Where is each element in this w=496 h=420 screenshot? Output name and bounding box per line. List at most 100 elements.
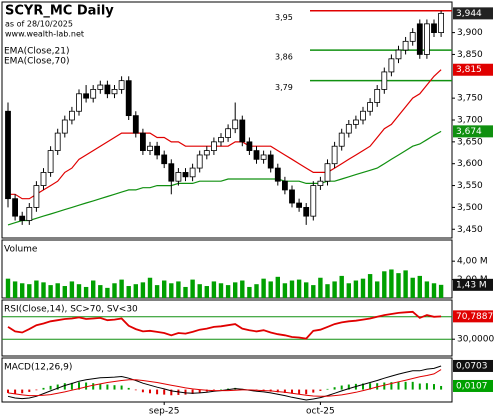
candle-body <box>161 154 168 165</box>
volume-bar <box>424 281 430 298</box>
macd-line <box>7 369 442 397</box>
panel-frame <box>1 299 453 357</box>
subtitle: as of 28/10/2025 <box>5 20 73 29</box>
candle-body <box>367 102 374 112</box>
candle-body <box>125 80 132 117</box>
candle-body <box>253 150 260 160</box>
volume-bar <box>296 279 302 298</box>
candle-body <box>97 84 104 90</box>
volume-bar <box>41 282 46 298</box>
histogram-bar <box>220 389 222 391</box>
volume-bar <box>133 284 138 298</box>
candle-body <box>147 145 153 151</box>
rsi-line <box>7 310 442 340</box>
y-tick-label: 3,500 <box>457 203 483 213</box>
volume-bar <box>112 283 117 298</box>
candle-body <box>154 145 161 156</box>
histogram-bar <box>369 383 372 390</box>
histogram-bar <box>92 383 95 390</box>
histogram-bar <box>411 381 414 390</box>
volume-bar <box>5 278 11 298</box>
panel-title: MACD(12,26,9) <box>4 363 72 373</box>
volume-bar <box>190 279 195 298</box>
volume-bar <box>339 275 344 298</box>
candle-body <box>69 110 75 121</box>
candle-body <box>360 110 366 121</box>
histogram-bar <box>347 384 350 390</box>
value-badge-label: 3,815 <box>456 65 482 75</box>
volume-bar <box>126 286 131 298</box>
candle-body <box>409 32 416 42</box>
histogram-bar <box>141 389 144 393</box>
volume-bar <box>389 269 394 298</box>
histogram-bar <box>312 389 315 393</box>
histogram-bar <box>362 383 364 390</box>
candle-body <box>431 23 437 33</box>
histogram-bar <box>333 387 336 390</box>
volume-bar <box>304 282 309 298</box>
candle-body <box>118 80 125 90</box>
volume-bar <box>105 287 110 298</box>
histogram-bar <box>170 389 173 396</box>
volume-bar <box>197 284 202 298</box>
histogram-bar <box>163 389 166 395</box>
volume-bar <box>367 274 373 298</box>
volume-bar <box>332 281 337 298</box>
candle-body <box>196 154 203 169</box>
panel-title: Volume <box>4 245 38 255</box>
volume-bar <box>247 286 252 298</box>
histogram-bar <box>28 389 31 392</box>
volume-bar <box>311 285 316 298</box>
histogram-bar <box>14 389 17 394</box>
candle-body <box>19 215 26 221</box>
volume-bar <box>346 283 351 298</box>
volume-bar <box>162 280 167 298</box>
histogram-bar <box>99 383 102 390</box>
candle-body <box>203 150 210 156</box>
candle-body <box>296 202 303 208</box>
histogram-bar <box>425 383 428 390</box>
histogram-bar <box>390 382 393 390</box>
histogram-bar <box>113 385 116 390</box>
panel-title: RSI(Close,14), SC>70, SV<30 <box>4 305 138 315</box>
candle-body <box>388 58 395 73</box>
histogram-bar <box>35 389 38 391</box>
volume-bar <box>254 284 259 298</box>
volume-bar <box>240 280 245 298</box>
value-badge <box>453 278 493 291</box>
histogram-bar <box>85 382 88 390</box>
histogram-bar <box>305 389 308 395</box>
volume-bar <box>218 283 224 298</box>
candle-body <box>175 172 182 182</box>
candle-body <box>246 141 253 151</box>
volume-bar <box>410 277 415 298</box>
candle-body <box>402 40 409 51</box>
volume-bar <box>396 273 401 298</box>
candle-body <box>281 180 288 191</box>
y-tick-label: 4,00 M <box>457 257 488 267</box>
ema-line <box>7 130 442 226</box>
candle-body <box>26 207 33 221</box>
histogram-bar <box>326 388 329 390</box>
candle-body <box>40 172 47 186</box>
volume-bar <box>318 277 323 298</box>
volume-bar <box>119 279 124 298</box>
histogram-bar <box>383 382 386 390</box>
candle-body <box>423 23 430 55</box>
y-tick-label: 30,0000 <box>457 335 494 345</box>
histogram-bar <box>49 385 52 390</box>
candle-body <box>90 89 97 99</box>
histogram-bar <box>70 382 73 390</box>
volume-bar <box>282 283 288 298</box>
candle-body <box>310 185 317 217</box>
candle-body <box>374 89 381 103</box>
histogram-bar <box>404 381 407 390</box>
histogram-bar <box>7 389 9 393</box>
histogram-bar <box>78 382 80 390</box>
histogram-bar <box>184 389 187 395</box>
candle-body <box>218 137 224 143</box>
histogram-bar <box>42 387 45 390</box>
volume-bar <box>34 280 39 298</box>
volume-bar <box>55 283 60 298</box>
y-tick-label: 3,650 <box>457 137 483 147</box>
